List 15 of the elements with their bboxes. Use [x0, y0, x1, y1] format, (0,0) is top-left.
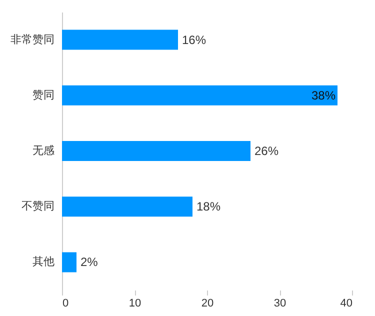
x-tick-label: 30	[274, 298, 286, 310]
x-tick-label: 10	[128, 298, 142, 310]
data-label: 2%	[80, 255, 98, 270]
x-tick-label: 20	[201, 298, 214, 310]
y-tick-label: 其他	[32, 255, 54, 268]
data-label: 16%	[182, 32, 206, 47]
x-tick-label: 0	[62, 298, 69, 310]
y-tick-label: 非常赞同	[10, 32, 54, 46]
x-tick-label: 40	[340, 298, 352, 310]
y-tick-label: 无感	[32, 144, 54, 157]
y-tick-label: 赞同	[32, 89, 54, 102]
y-tick-label: 不赞同	[22, 200, 54, 213]
data-label: 26%	[254, 144, 279, 158]
data-label: 18%	[196, 200, 221, 214]
data-label: 38%	[311, 88, 336, 102]
